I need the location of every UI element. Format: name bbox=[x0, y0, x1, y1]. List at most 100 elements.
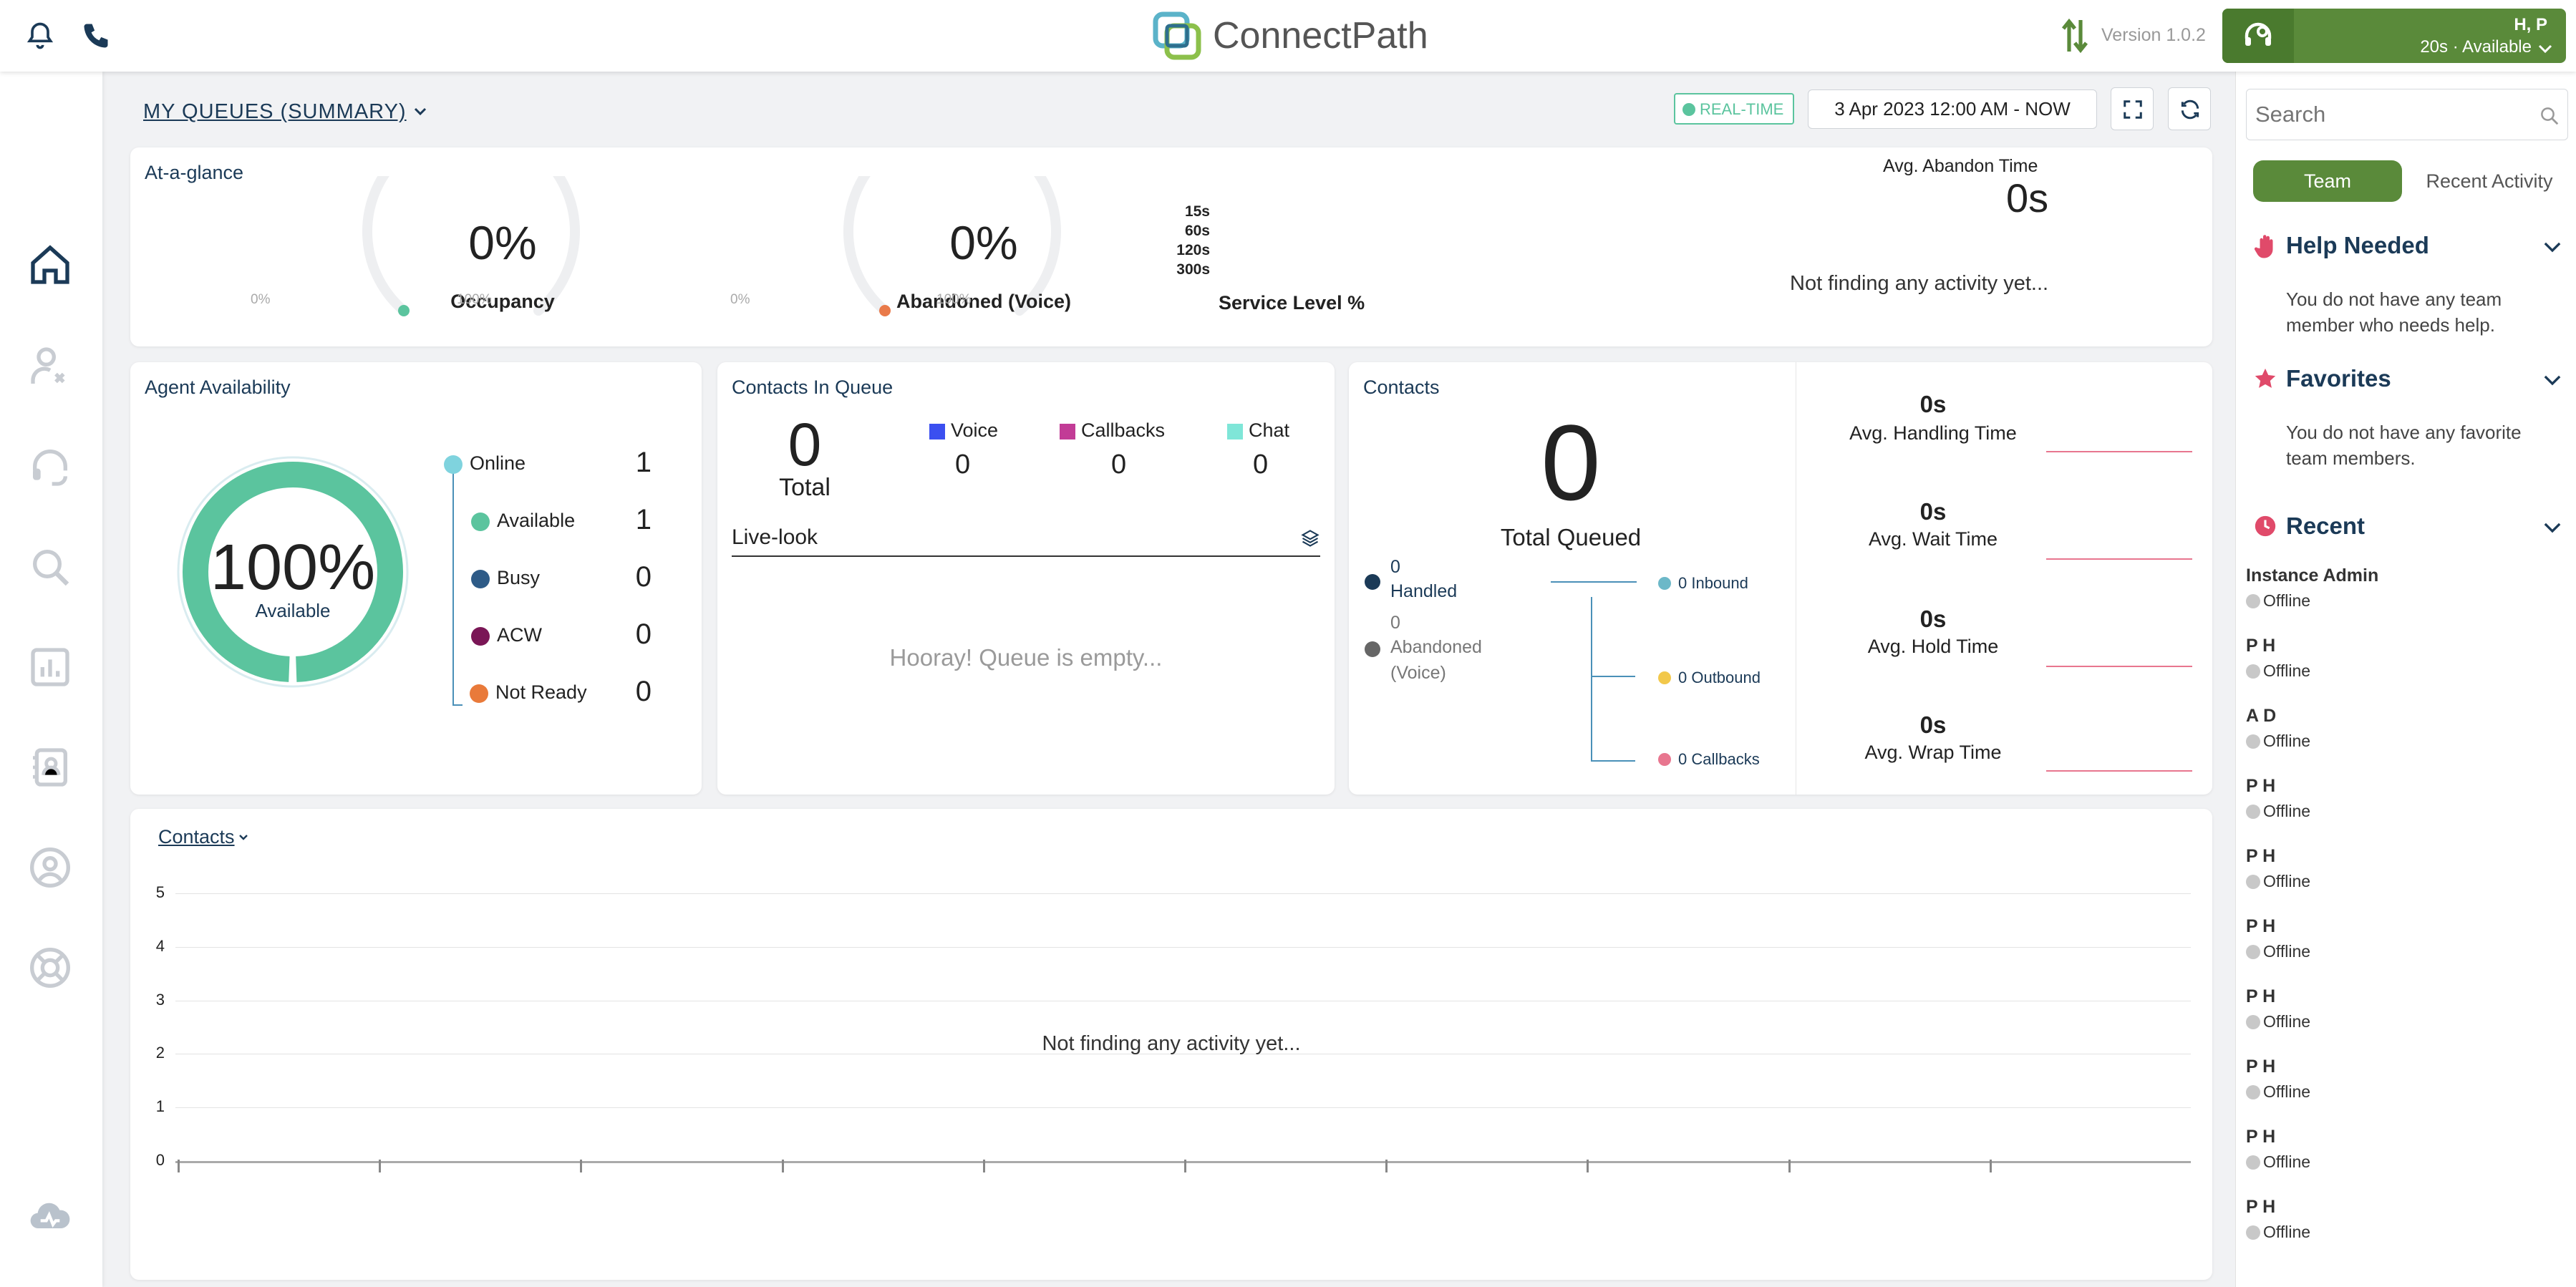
refresh-button[interactable] bbox=[2168, 87, 2211, 130]
chevron-down-icon bbox=[239, 835, 248, 840]
search-input[interactable] bbox=[2255, 99, 2520, 130]
tab-recent-activity[interactable]: Recent Activity bbox=[2426, 170, 2553, 192]
member-status: Offline bbox=[2246, 1082, 2310, 1102]
card-title: Agent Availability bbox=[145, 377, 291, 398]
support-lifebuoy-icon[interactable] bbox=[27, 945, 73, 991]
chart-metric-selector[interactable]: Contacts bbox=[158, 826, 249, 848]
left-nav bbox=[0, 72, 102, 1287]
member-status-text: Offline bbox=[2263, 1082, 2311, 1101]
member-status-text: Offline bbox=[2263, 661, 2311, 680]
search-nav-icon[interactable] bbox=[27, 544, 73, 590]
avg-handling-time-label: Avg. Handling Time bbox=[1849, 422, 2017, 444]
phone-icon[interactable] bbox=[80, 20, 112, 52]
callbacks-dot bbox=[1658, 753, 1671, 766]
bell-icon[interactable] bbox=[24, 20, 56, 52]
chevron-down-icon[interactable] bbox=[2542, 374, 2562, 387]
member-status: Offline bbox=[2246, 1223, 2310, 1242]
member-name: P H bbox=[2246, 1197, 2276, 1217]
cloud-sync-icon[interactable] bbox=[27, 1194, 73, 1240]
member-status-text: Offline bbox=[2263, 591, 2311, 610]
queue-title: MY QUEUES (SUMMARY) bbox=[143, 100, 407, 123]
fullscreen-button[interactable] bbox=[2111, 87, 2154, 130]
grid-line bbox=[175, 893, 2191, 894]
grid-line bbox=[175, 946, 2191, 948]
member-status: Offline bbox=[2246, 732, 2310, 751]
version-label: Version 1.0.2 bbox=[2101, 25, 2206, 45]
threshold-label: 60s bbox=[1184, 223, 1210, 239]
threshold-label: 15s bbox=[1184, 203, 1210, 220]
y-tick-label: 1 bbox=[155, 1097, 165, 1116]
abandoned-sub: (Voice) bbox=[1390, 663, 1446, 683]
hold-sparkline bbox=[2046, 666, 2192, 667]
search-icon[interactable] bbox=[2539, 105, 2560, 127]
abandoned-label: Abandoned bbox=[1390, 637, 1482, 657]
tree-connector bbox=[452, 704, 463, 706]
member-status: Offline bbox=[2246, 872, 2310, 891]
wrap-sparkline bbox=[2046, 770, 2192, 772]
status-dot-acw bbox=[471, 627, 490, 646]
live-look-tab[interactable]: Live-look bbox=[732, 521, 1320, 557]
headset-nav-icon[interactable] bbox=[27, 444, 73, 490]
date-range-picker[interactable]: 3 Apr 2023 12:00 AM - NOW bbox=[1808, 89, 2097, 129]
card-title: At-a-glance bbox=[145, 162, 244, 183]
favorites-title: Favorites bbox=[2286, 365, 2391, 392]
sort-arrows-icon[interactable] bbox=[2061, 17, 2089, 54]
grid-line bbox=[175, 1107, 2191, 1109]
agent-transfer-icon[interactable] bbox=[27, 344, 73, 389]
service-level-label: Service Level % bbox=[1219, 292, 1365, 314]
member-status-text: Offline bbox=[2263, 872, 2311, 890]
offline-dot bbox=[2246, 945, 2260, 959]
brand-logo: ConnectPath bbox=[1151, 9, 1452, 63]
expand-icon bbox=[2124, 100, 2142, 119]
acw-count: 0 bbox=[635, 618, 652, 650]
layers-icon[interactable] bbox=[1300, 528, 1320, 548]
contacts-book-icon[interactable] bbox=[27, 744, 73, 790]
clock-icon bbox=[2255, 515, 2276, 537]
x-tick-mark bbox=[1184, 1160, 1186, 1172]
home-icon[interactable] bbox=[27, 242, 73, 288]
realtime-badge[interactable]: REAL-TIME bbox=[1674, 93, 1794, 125]
member-name: P H bbox=[2246, 916, 2276, 936]
contacts-total-label: Total Queued bbox=[1500, 524, 1642, 550]
avg-hold-time-label: Avg. Hold Time bbox=[1867, 636, 1999, 657]
avg-wait-time-label: Avg. Wait Time bbox=[1868, 528, 1998, 550]
user-profile-icon[interactable] bbox=[27, 845, 73, 890]
offline-dot bbox=[2246, 664, 2260, 679]
star-icon bbox=[2255, 368, 2276, 388]
y-tick-label: 0 bbox=[155, 1151, 165, 1169]
callbacks-label: Callbacks bbox=[1081, 419, 1166, 441]
avg-abandon-time-label: Avg. Abandon Time bbox=[1883, 156, 2038, 176]
avg-abandon-time-value: 0s bbox=[2006, 175, 2049, 220]
top-bar: ConnectPath Version 1.0.2 H, P 20s · Ava… bbox=[0, 0, 2576, 72]
occupancy-label: Occupancy bbox=[450, 291, 555, 312]
at-a-glance-card: At-a-glance 0% Occupancy 0% 100% 0% Aban… bbox=[130, 147, 2212, 346]
offline-dot bbox=[2246, 1225, 2260, 1240]
agent-status-button[interactable]: H, P 20s · Available bbox=[2222, 9, 2566, 63]
member-name: P H bbox=[2246, 776, 2276, 796]
member-name: P H bbox=[2246, 1057, 2276, 1077]
queue-selector[interactable]: MY QUEUES (SUMMARY) bbox=[143, 100, 428, 124]
member-status-text: Offline bbox=[2263, 802, 2311, 820]
y-tick-label: 3 bbox=[155, 990, 165, 1009]
contacts-card: Contacts 0 Total Queued 0 Handled 0 Aban… bbox=[1349, 362, 2212, 795]
chevron-down-icon[interactable] bbox=[2542, 521, 2562, 534]
gauge-max-label: 100% bbox=[457, 292, 492, 307]
realtime-dot bbox=[1682, 103, 1695, 116]
contacts-chart-card bbox=[130, 809, 2212, 1280]
handling-sparkline bbox=[2046, 451, 2192, 452]
gauge-max-label: 100% bbox=[936, 292, 972, 307]
inbound-dot bbox=[1658, 577, 1671, 590]
headset-icon bbox=[2245, 22, 2272, 46]
reports-icon[interactable] bbox=[27, 644, 73, 690]
tab-team[interactable]: Team bbox=[2253, 160, 2402, 202]
service-level-thresholds: 15s 60s 120s 300s bbox=[1147, 202, 1210, 279]
team-search[interactable] bbox=[2246, 89, 2568, 140]
brand-name: ConnectPath bbox=[1213, 15, 1428, 57]
x-tick-mark bbox=[1788, 1160, 1791, 1172]
queue-empty-message: Hooray! Queue is empty... bbox=[889, 644, 1163, 671]
queue-total-value: 0 bbox=[788, 411, 822, 478]
member-status: Offline bbox=[2246, 1012, 2310, 1031]
chevron-down-icon[interactable] bbox=[2542, 241, 2562, 253]
chart-empty-message: Not finding any activity yet... bbox=[1042, 1032, 1301, 1055]
tree-connector bbox=[452, 470, 454, 706]
